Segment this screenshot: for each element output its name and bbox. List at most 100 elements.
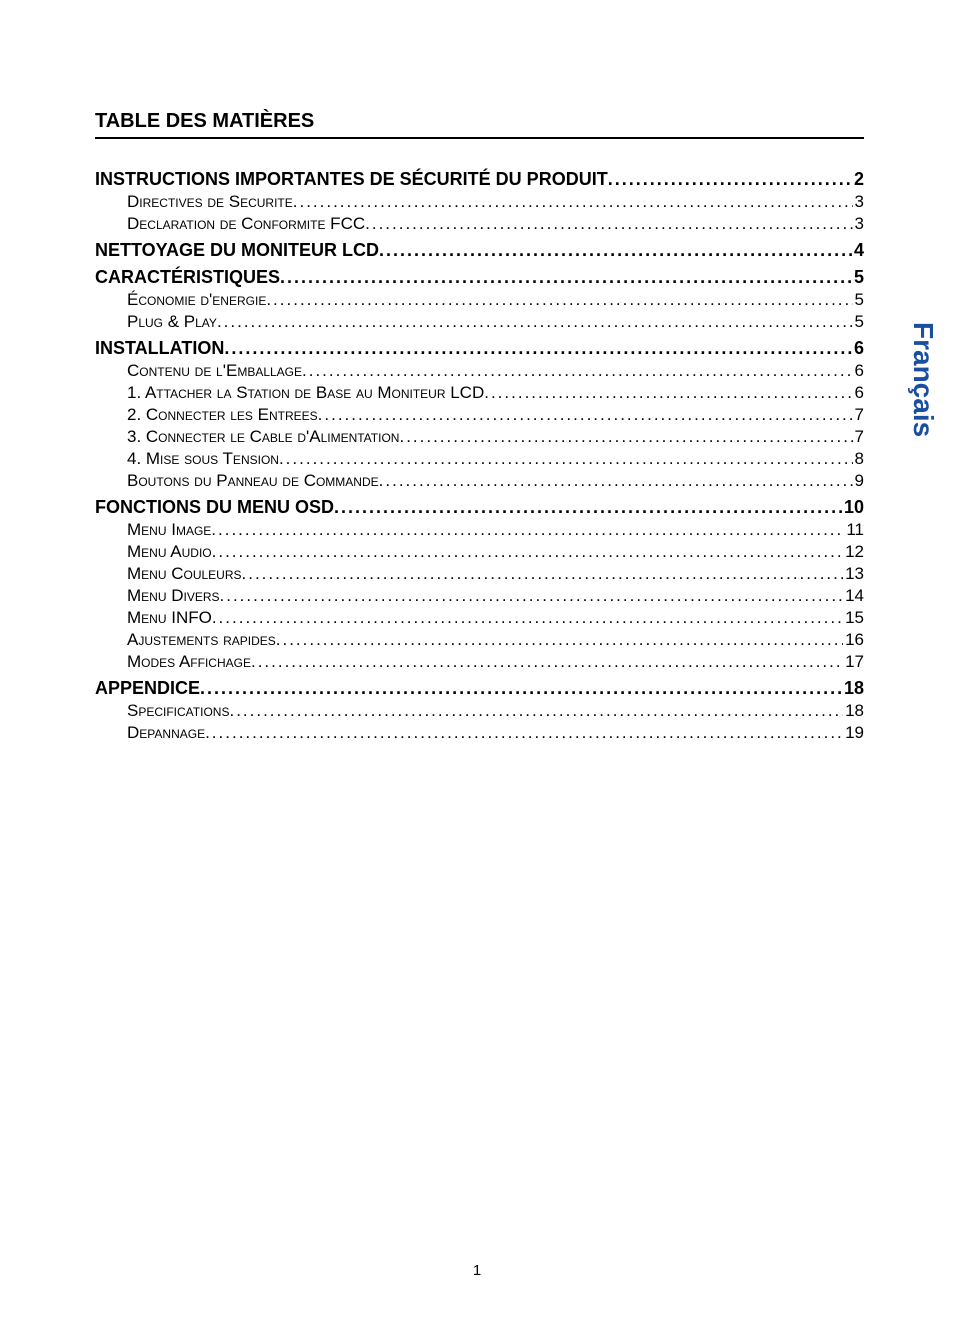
toc-entry-label: Declaration de Conformite FCC (127, 214, 365, 234)
toc-entry-page: 19 (843, 723, 864, 743)
toc-entry-label: Plug & Play (127, 312, 217, 332)
toc-leader-dots (365, 214, 852, 234)
toc-leader-dots (224, 338, 852, 359)
toc-entry-page: 7 (853, 427, 864, 447)
language-sidetab-label: Français (907, 322, 939, 437)
toc-entry-page: 8 (853, 449, 864, 469)
toc-leader-dots (205, 723, 843, 743)
toc-leader-dots (229, 701, 843, 721)
toc-entry-label: 3. Connecter le Cable d'Alimentation (127, 427, 399, 447)
toc-entry-page: 7 (853, 405, 864, 425)
toc-entry-l2: Directives de Securite 3 (127, 192, 864, 212)
toc-entry-label: Specifications (127, 701, 229, 721)
toc-entry-l2: Specifications 18 (127, 701, 864, 721)
toc-entry-label: 1. Attacher la Station de Base au Monite… (127, 383, 484, 403)
toc-leader-dots (251, 652, 843, 672)
toc-entry-l2: Declaration de Conformite FCC 3 (127, 214, 864, 234)
toc-leader-dots (318, 405, 853, 425)
toc-leader-dots (279, 449, 853, 469)
toc-leader-dots (212, 542, 843, 562)
toc-entry-l2: 4. Mise sous Tension 8 (127, 449, 864, 469)
toc-entry-label: Ajustements rapides (127, 630, 276, 650)
toc-entry-label: FONCTIONS DU MENU OSD (95, 497, 334, 518)
toc-entry-page: 5 (852, 267, 864, 288)
toc-entry-page: 3 (853, 192, 864, 212)
page-content: TABLE DES MATIÈRES INSTRUCTIONS IMPORTAN… (0, 0, 954, 743)
toc-entry-label: 4. Mise sous Tension (127, 449, 279, 469)
toc-entry-l2: Modes Affichage 17 (127, 652, 864, 672)
toc-entry-page: 15 (843, 608, 864, 628)
heading-rule (95, 137, 864, 139)
toc-entry-label: Depannage (127, 723, 205, 743)
toc-entry-l2: 1. Attacher la Station de Base au Monite… (127, 383, 864, 403)
toc-entry-label: 2. Connecter les Entrees (127, 405, 318, 425)
toc-entry-page: 2 (852, 169, 864, 190)
toc-entry-page: 6 (853, 361, 864, 381)
toc-leader-dots (293, 192, 853, 212)
toc-entry-page: 6 (852, 338, 864, 359)
toc-entry-page: 5 (853, 290, 864, 310)
toc-entry-page: 14 (843, 586, 864, 606)
toc-entry-l2: Depannage 19 (127, 723, 864, 743)
toc-entry-page: 10 (842, 497, 864, 518)
language-sidetab: Français (896, 290, 950, 470)
toc-entry-page: 13 (843, 564, 864, 584)
toc-entry-l2: Menu Audio12 (127, 542, 864, 562)
toc-entry-page: 16 (843, 630, 864, 650)
toc-leader-dots (266, 290, 852, 310)
toc-entry-l2: Ajustements rapides 16 (127, 630, 864, 650)
toc-entry-l1: INSTRUCTIONS IMPORTANTES DE SÉCURITÉ DU … (95, 169, 864, 190)
toc-entry-label: Menu Divers (127, 586, 220, 606)
toc-entry-l1: APPENDICE 18 (95, 678, 864, 699)
toc-entry-l2: Économie d'energie 5 (127, 290, 864, 310)
toc-leader-dots (608, 169, 852, 190)
toc-entry-l2: 3. Connecter le Cable d'Alimentation 7 (127, 427, 864, 447)
toc-entry-label: APPENDICE (95, 678, 200, 699)
toc-entry-page: 11 (844, 520, 864, 540)
toc-leader-dots (200, 678, 842, 699)
toc-leader-dots (217, 312, 853, 332)
toc-leader-dots (302, 361, 853, 381)
toc-entry-label: INSTRUCTIONS IMPORTANTES DE SÉCURITÉ DU … (95, 169, 608, 190)
toc-entry-page: 18 (843, 701, 864, 721)
toc-leader-dots (211, 520, 844, 540)
toc-entry-l2: 2. Connecter les Entrees 7 (127, 405, 864, 425)
toc-entry-label: Menu Image (127, 520, 211, 540)
toc-entry-label: Menu Couleurs (127, 564, 242, 584)
toc-leader-dots (379, 471, 853, 491)
toc-entry-label: Boutons du Panneau de Commande (127, 471, 379, 491)
toc-entry-l2: Boutons du Panneau de Commande9 (127, 471, 864, 491)
toc-entry-l2: Menu Couleurs 13 (127, 564, 864, 584)
toc-entry-label: Modes Affichage (127, 652, 251, 672)
toc-entry-l2: Menu Divers 14 (127, 586, 864, 606)
toc-leader-dots (220, 586, 844, 606)
toc-entry-label: Directives de Securite (127, 192, 293, 212)
toc-entry-label: NETTOYAGE DU MONITEUR LCD (95, 240, 379, 261)
toc-leader-dots (334, 497, 842, 518)
toc-leader-dots (212, 608, 843, 628)
toc-leader-dots (399, 427, 852, 447)
toc-entry-label: Menu INFO (127, 608, 212, 628)
toc-entry-page: 18 (842, 678, 864, 699)
toc-entry-page: 17 (843, 652, 864, 672)
toc-entry-l2: Menu Image 11 (127, 520, 864, 540)
toc-entry-l1: FONCTIONS DU MENU OSD 10 (95, 497, 864, 518)
toc-leader-dots (242, 564, 844, 584)
toc-entry-label: CARACTÉRISTIQUES (95, 267, 280, 288)
toc-leader-dots (276, 630, 843, 650)
toc-entry-page: 12 (843, 542, 864, 562)
toc-entry-l1: NETTOYAGE DU MONITEUR LCD 4 (95, 240, 864, 261)
toc-entry-page: 4 (852, 240, 864, 261)
toc-entry-page: 6 (853, 383, 864, 403)
toc-entry-l1: CARACTÉRISTIQUES 5 (95, 267, 864, 288)
toc-entry-l1: INSTALLATION6 (95, 338, 864, 359)
toc-heading: TABLE DES MATIÈRES (95, 110, 864, 133)
toc-entry-page: 3 (853, 214, 864, 234)
toc-entry-page: 5 (853, 312, 864, 332)
toc-entry-label: Contenu de l'Emballage (127, 361, 302, 381)
toc-leader-dots (280, 267, 852, 288)
toc-entry-l2: Menu INFO 15 (127, 608, 864, 628)
footer-page-number: 1 (0, 1262, 954, 1279)
toc-entry-l2: Plug & Play 5 (127, 312, 864, 332)
toc-entry-label: Économie d'energie (127, 290, 266, 310)
